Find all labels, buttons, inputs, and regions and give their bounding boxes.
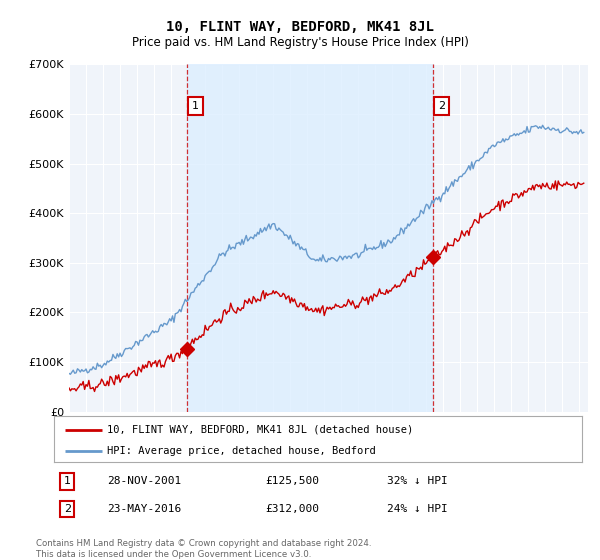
Text: 10, FLINT WAY, BEDFORD, MK41 8JL: 10, FLINT WAY, BEDFORD, MK41 8JL: [166, 20, 434, 34]
Text: 24% ↓ HPI: 24% ↓ HPI: [386, 504, 448, 514]
Text: £312,000: £312,000: [265, 504, 319, 514]
Text: £125,500: £125,500: [265, 476, 319, 486]
Bar: [187, 64, 433, 412]
Text: 1: 1: [191, 101, 199, 111]
Text: 10, FLINT WAY, BEDFORD, MK41 8JL (detached house): 10, FLINT WAY, BEDFORD, MK41 8JL (detach…: [107, 425, 413, 435]
Text: 23-MAY-2016: 23-MAY-2016: [107, 504, 181, 514]
Text: Price paid vs. HM Land Registry's House Price Index (HPI): Price paid vs. HM Land Registry's House …: [131, 36, 469, 49]
Text: Contains HM Land Registry data © Crown copyright and database right 2024.
This d: Contains HM Land Registry data © Crown c…: [36, 539, 371, 559]
Text: 2: 2: [438, 101, 445, 111]
Text: 1: 1: [64, 476, 71, 486]
Text: 2: 2: [64, 504, 71, 514]
Text: HPI: Average price, detached house, Bedford: HPI: Average price, detached house, Bedf…: [107, 446, 376, 455]
Text: 28-NOV-2001: 28-NOV-2001: [107, 476, 181, 486]
Text: 32% ↓ HPI: 32% ↓ HPI: [386, 476, 448, 486]
